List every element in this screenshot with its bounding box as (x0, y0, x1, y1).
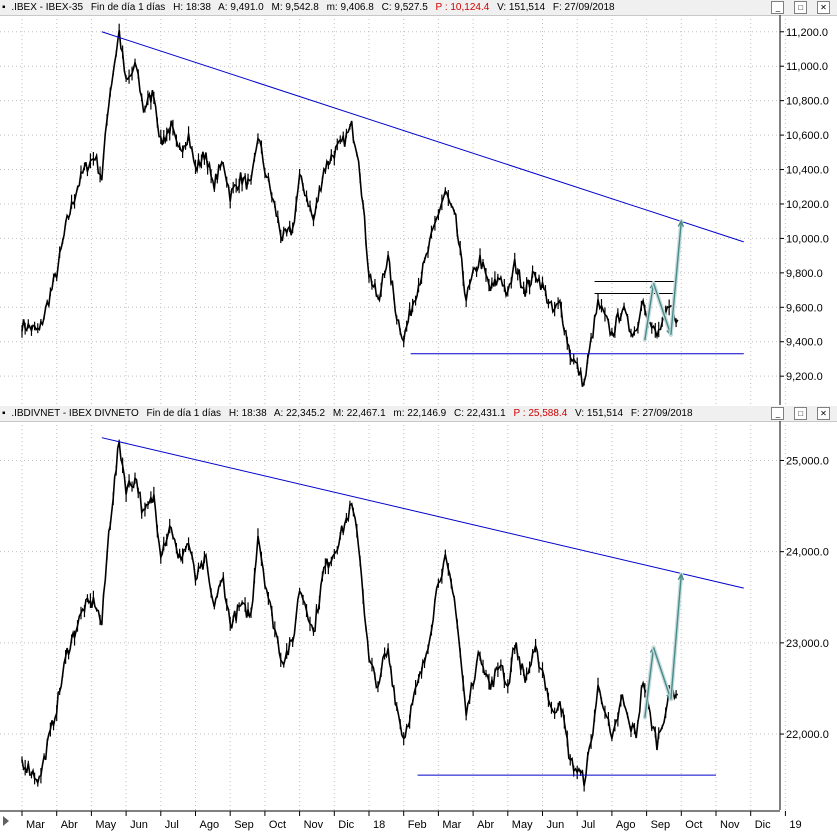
ibex-chart[interactable]: 11,200.0 11,000.0 10,800.0 10,600.0 10,400.0… (0, 15, 837, 405)
x-tick-label: Jun (547, 819, 565, 831)
symbol-label: .IBDIVNET - IBEX DIVNETO (11, 408, 139, 419)
x-tick-label: Mar (442, 819, 461, 831)
x-tick-label: May (512, 819, 533, 831)
ibdivnet-chart[interactable]: 25,000.0 24,000.0 23,000.0 22,000.0 (0, 421, 837, 810)
panel-marker-icon: ▪ (2, 408, 6, 419)
x-tick-label: Ago (616, 819, 636, 831)
price-line (21, 441, 678, 787)
grid (0, 421, 786, 810)
y-tick-label: 9,200.0 (786, 371, 823, 383)
x-tick-label: Dic (755, 819, 771, 831)
x-tick-label: May (95, 819, 116, 831)
projection-arrows (642, 572, 685, 720)
x-tick-label: Abr (477, 819, 494, 831)
projection-segment (652, 282, 672, 336)
x-tick-label: Sep (651, 819, 671, 831)
projection-segment (644, 647, 655, 718)
grid (0, 15, 786, 405)
x-tick-label: Jul (581, 819, 595, 831)
y-tick-label: 10,600.0 (786, 130, 829, 142)
maximize-button[interactable]: □ (794, 1, 808, 14)
window-buttons: _ □ ✕ (769, 407, 835, 420)
high-label: M: 22,467.1 (332, 408, 386, 419)
minimize-button[interactable]: _ (771, 1, 785, 14)
trendline (101, 31, 744, 243)
y-tick-label: 10,800.0 (786, 96, 829, 108)
x-tick-label: Mar (26, 819, 45, 831)
x-tick-label: Abr (61, 819, 78, 831)
hour-label: H: 18:38 (228, 408, 267, 419)
price-series (21, 439, 678, 792)
period-label: Fin de día 1 días (90, 2, 166, 13)
trendline (101, 437, 744, 589)
volume-label: V: 151,514 (497, 2, 546, 13)
window-buttons: _ □ ✕ (769, 1, 835, 14)
y-tick-label: 10,000.0 (786, 233, 829, 245)
p-label: P : 10,124.4 (435, 2, 490, 13)
date-label: F: 27/09/2018 (630, 408, 693, 419)
minimize-button[interactable]: _ (771, 407, 785, 420)
y-tick-label: 22,000.0 (786, 729, 829, 741)
y-tick-label: 23,000.0 (786, 638, 829, 650)
panel-header: ▪ .IBDIVNET - IBEX DIVNETO Fin de día 1 … (0, 406, 837, 422)
y-tick-label: 11,000.0 (786, 61, 828, 73)
x-tick-label: Oct (269, 819, 286, 831)
x-tick-label: Jun (130, 819, 148, 831)
x-tick-label: 18 (373, 819, 385, 831)
price-series (21, 23, 679, 387)
y-tick-label: 11,200.0 (786, 27, 828, 39)
y-tick-label: 25,000.0 (786, 455, 829, 467)
panel-marker-icon: ▪ (2, 2, 6, 13)
p-label: P : 25,588.4 (513, 408, 568, 419)
x-tick-label: Ago (200, 819, 220, 831)
x-tick-label: 19 (789, 819, 801, 831)
x-tick-label: Sep (234, 819, 254, 831)
volume-label: V: 151,514 (575, 408, 624, 419)
maximize-button[interactable]: □ (794, 407, 808, 420)
chart-panel-ibdivnet: ▪ .IBDIVNET - IBEX DIVNETO Fin de día 1 … (0, 406, 837, 810)
close-label: C: 22,431.1 (454, 408, 506, 419)
date-label: F: 27/09/2018 (552, 2, 615, 13)
close-button[interactable]: ✕ (817, 407, 830, 420)
x-tick-label: Nov (304, 819, 324, 831)
projection-segment (670, 574, 682, 700)
projection-arrowhead (677, 572, 685, 581)
low-label: m: 22,146.9 (393, 408, 447, 419)
y-tick-label: 10,400.0 (786, 165, 829, 177)
projection-arrows (642, 219, 685, 343)
scroll-left-icon (3, 816, 9, 826)
close-label: C: 9,527.5 (381, 2, 428, 13)
y-tick-label: 10,200.0 (786, 199, 829, 211)
open-label: A: 22,345.2 (273, 408, 326, 419)
symbol-label: .IBEX - IBEX-35 (11, 2, 84, 13)
projection-segment (652, 647, 672, 700)
y-tick-label: 9,800.0 (786, 268, 823, 280)
low-label: m: 9,406.8 (326, 2, 374, 13)
chart-panel-ibex: ▪ .IBEX - IBEX-35 Fin de día 1 días H: 1… (0, 0, 837, 405)
y-tick-label: 9,400.0 (786, 337, 823, 349)
projection-segment (644, 283, 655, 341)
panel-header: ▪ .IBEX - IBEX-35 Fin de día 1 días H: 1… (0, 0, 837, 16)
open-label: A: 9,491.0 (218, 2, 264, 13)
x-tick-label: Feb (408, 819, 427, 831)
projection-segment (670, 221, 682, 335)
x-tick-label: Dic (338, 819, 354, 831)
y-tick-label: 9,600.0 (786, 302, 823, 314)
time-axis: Mar Abr May Jun Jul Ago Sep Oct Nov Dic 18 Feb Mar Ab… (0, 810, 837, 834)
x-tick-label: Jul (165, 819, 179, 831)
price-line (21, 30, 679, 387)
high-label: M: 9,542.8 (271, 2, 319, 13)
x-tick-label: Nov (720, 819, 740, 831)
hour-label: H: 18:38 (173, 2, 211, 13)
x-tick-label: Oct (685, 819, 702, 831)
period-label: Fin de día 1 días (146, 408, 222, 419)
close-button[interactable]: ✕ (817, 1, 830, 14)
projection-arrowhead (677, 219, 685, 228)
y-tick-label: 24,000.0 (786, 547, 829, 559)
